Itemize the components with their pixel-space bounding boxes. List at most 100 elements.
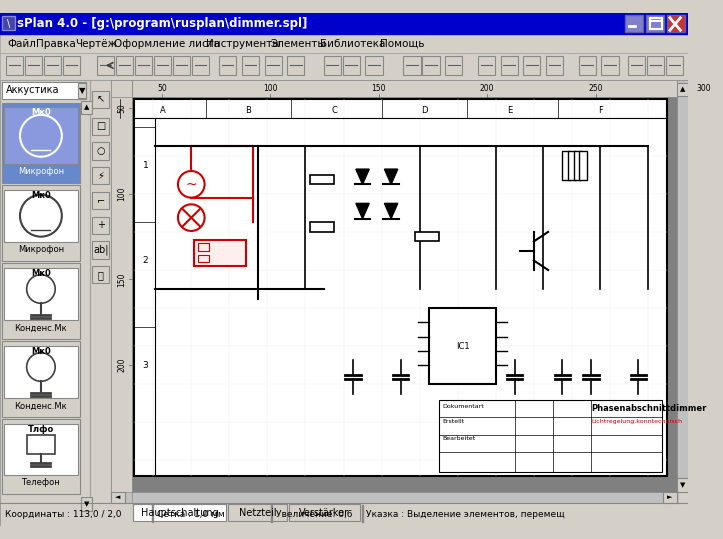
Bar [666,56,683,75]
Text: Оформление листа: Оформление листа [114,38,221,49]
Bar [650,18,662,29]
Bar [93,167,109,184]
Bar [0,13,688,34]
Bar [111,503,677,522]
Text: ~: ~ [186,177,197,191]
Bar [44,56,61,75]
Text: Erstellt: Erstellt [442,419,465,424]
Text: Указка : Выделение элементов, перемещ: Указка : Выделение элементов, перемещ [367,510,565,519]
Text: A: A [160,106,166,115]
Text: Hauptschaltung: Hauptschaltung [141,508,219,517]
Text: Микрофон: Микрофон [18,168,64,176]
Text: □: □ [96,121,106,132]
Circle shape [178,204,205,231]
Bar [663,492,677,503]
Text: ⚡: ⚡ [98,171,104,181]
Bar [667,15,685,32]
Text: Помощь: Помощь [380,38,424,49]
Bar [323,56,341,75]
Bar [677,82,688,96]
Text: Конденс.Мк: Конденс.Мк [14,402,67,411]
Text: Тлфо: Тлфо [27,425,54,434]
Bar [2,16,15,30]
Bar [677,479,688,492]
Bar [111,80,132,503]
Text: +: + [97,220,105,230]
Bar [2,419,80,494]
Bar [116,56,133,75]
Circle shape [20,115,62,157]
Text: Библиотека: Библиотека [320,38,385,49]
Bar [343,56,359,75]
Text: 🔍: 🔍 [98,270,104,280]
Circle shape [20,195,62,237]
Bar [134,99,667,476]
Bar [25,56,42,75]
Text: \: \ [7,18,10,29]
Text: 1: 1 [142,161,148,170]
Text: Увеличение: 0,6: Увеличение: 0,6 [276,510,352,519]
Bar [289,504,359,521]
Polygon shape [385,169,398,184]
Text: Телефон: Телефон [22,478,60,487]
Text: Файл: Файл [8,38,36,49]
Bar [310,223,334,232]
Circle shape [178,171,205,198]
Bar [4,107,78,164]
Text: ►: ► [667,494,672,500]
Text: 3: 3 [142,361,148,370]
Text: Lichtregelung,konntechnisch: Lichtregelung,konntechnisch [591,419,682,424]
Bar [135,56,153,75]
Bar [81,497,93,511]
Text: Элементы: Элементы [270,38,326,49]
Bar [93,192,109,209]
Bar [602,56,618,75]
Text: 2: 2 [142,256,148,265]
Polygon shape [356,169,369,184]
Text: Bearbeitet: Bearbeitet [442,437,476,441]
Text: 200: 200 [117,358,127,372]
Text: ▲: ▲ [84,104,89,110]
Bar [562,151,570,179]
Bar [4,190,78,243]
Bar [2,185,80,261]
Text: Dokumentart: Dokumentart [442,404,484,409]
Bar [228,504,287,521]
Text: Инструменты: Инструменты [205,38,280,49]
Text: C: C [331,106,337,115]
Bar [93,91,109,108]
Bar [81,101,93,114]
Text: ▼: ▼ [680,482,685,488]
Bar [439,400,662,472]
Bar [63,56,80,75]
Bar [6,56,23,75]
Bar [111,80,677,97]
Bar [647,56,664,75]
Bar [287,56,304,75]
Circle shape [27,353,55,381]
Bar [677,80,688,492]
Text: 100: 100 [263,84,278,93]
Bar [198,255,210,262]
Bar [0,34,688,53]
Text: ○: ○ [97,146,105,156]
Bar [523,56,541,75]
Bar [93,266,109,284]
Bar [198,243,210,251]
Text: Аккустика: Аккустика [6,85,59,95]
Bar [546,56,563,75]
Text: 100: 100 [117,186,127,201]
Bar [78,82,85,98]
Text: Мк0: Мк0 [31,108,51,117]
Bar [111,80,677,503]
Bar [90,80,111,503]
Bar [403,56,421,75]
Bar [568,151,576,179]
Text: F: F [598,106,603,115]
Text: Мк0: Мк0 [31,347,51,356]
Text: Netzteil: Netzteil [239,508,277,517]
Text: 50: 50 [117,103,127,113]
Bar [174,56,190,75]
Text: 300: 300 [697,84,711,93]
Bar [0,53,688,80]
